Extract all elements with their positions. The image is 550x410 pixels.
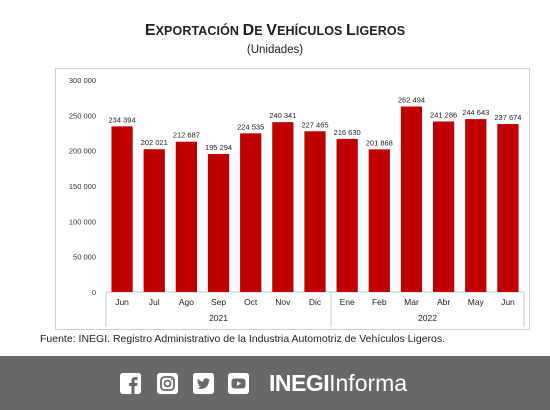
x-tick-label: Abr: [437, 297, 450, 307]
bar: [304, 131, 326, 292]
y-tick-label: 250 000: [69, 111, 96, 120]
bar-chart: 0 50 000 100 000 150 000 200 000 250 000 300 0…: [69, 76, 525, 327]
bar-value-label: 244 643: [462, 108, 489, 117]
x-tick-label: Ene: [340, 297, 355, 307]
instagram-icon[interactable]: [157, 373, 178, 394]
bar: [497, 124, 519, 292]
bar: [175, 141, 197, 292]
x-tick-label: Jun: [501, 297, 515, 307]
x-tick-label: Jun: [115, 297, 129, 307]
bar: [207, 153, 230, 292]
y-tick-label: 200 000: [69, 147, 96, 156]
bar-value-label: 241 286: [430, 110, 457, 119]
y-tick-label: 300 000: [69, 76, 96, 85]
bar-value-label: 195 294: [205, 143, 232, 152]
source-note: Fuente: INEGI. Registro Administrativo d…: [40, 333, 446, 345]
bar-value-label: 224 535: [237, 122, 264, 131]
year-group-label: 2021: [209, 313, 228, 323]
bar: [400, 106, 423, 292]
bar-value-label: 234 394: [109, 115, 136, 124]
bar-value-label: 216 630: [334, 128, 361, 137]
x-tick-label: Jul: [149, 297, 160, 307]
x-tick-label: Ago: [179, 297, 194, 307]
x-tick-label: Nov: [275, 297, 291, 307]
x-tick-label: Oct: [244, 297, 258, 307]
year-group-label: 2022: [418, 313, 437, 323]
twitter-icon[interactable]: [193, 373, 214, 394]
inegi-informa-logo[interactable]: INEGIInforma: [269, 369, 407, 397]
bar-value-label: 212 687: [173, 131, 200, 140]
bar-value-label: 262 494: [398, 96, 425, 105]
brand-light: Informa: [329, 370, 408, 396]
bar: [368, 149, 390, 292]
chart-subtitle: (Unidades): [246, 44, 304, 56]
bar: [111, 126, 133, 292]
bar-value-label: 240 341: [269, 111, 296, 120]
bar: [143, 149, 165, 292]
y-tick-label: 0: [92, 288, 96, 297]
bar-value-label: 201 868: [366, 138, 393, 147]
youtube-icon[interactable]: [228, 373, 249, 394]
bar: [465, 119, 487, 292]
footer-bar: INEGIInforma: [0, 356, 550, 410]
x-tick-label: Dic: [309, 297, 322, 307]
brand-bold: INEGI: [269, 370, 330, 396]
x-tick-label: Sep: [211, 297, 226, 307]
bar: [336, 138, 358, 292]
x-tick-label: May: [468, 297, 485, 307]
bar-value-label: 237 674: [494, 113, 521, 122]
bar: [272, 122, 294, 292]
chart-frame: 0 50 000 100 000 150 000 200 000 250 000 300 0…: [55, 68, 530, 330]
bar: [433, 121, 455, 292]
y-tick-label: 100 000: [69, 217, 96, 226]
bar-value-label: 202 021: [141, 138, 168, 147]
bar: [240, 133, 262, 292]
x-tick-label: Mar: [404, 297, 419, 307]
chart-title: EXPORTACIÓN DE VEHÍCULOS LIGEROS: [0, 22, 550, 40]
y-tick-label: 50 000: [73, 253, 96, 262]
bar-value-label: 227 465: [301, 120, 328, 129]
x-tick-label: Feb: [372, 297, 387, 307]
facebook-icon[interactable]: [120, 373, 141, 394]
chart-title-text: EXPORTACIÓN DE VEHÍCULOS LIGEROS: [144, 22, 406, 39]
y-tick-label: 150 000: [69, 182, 96, 191]
